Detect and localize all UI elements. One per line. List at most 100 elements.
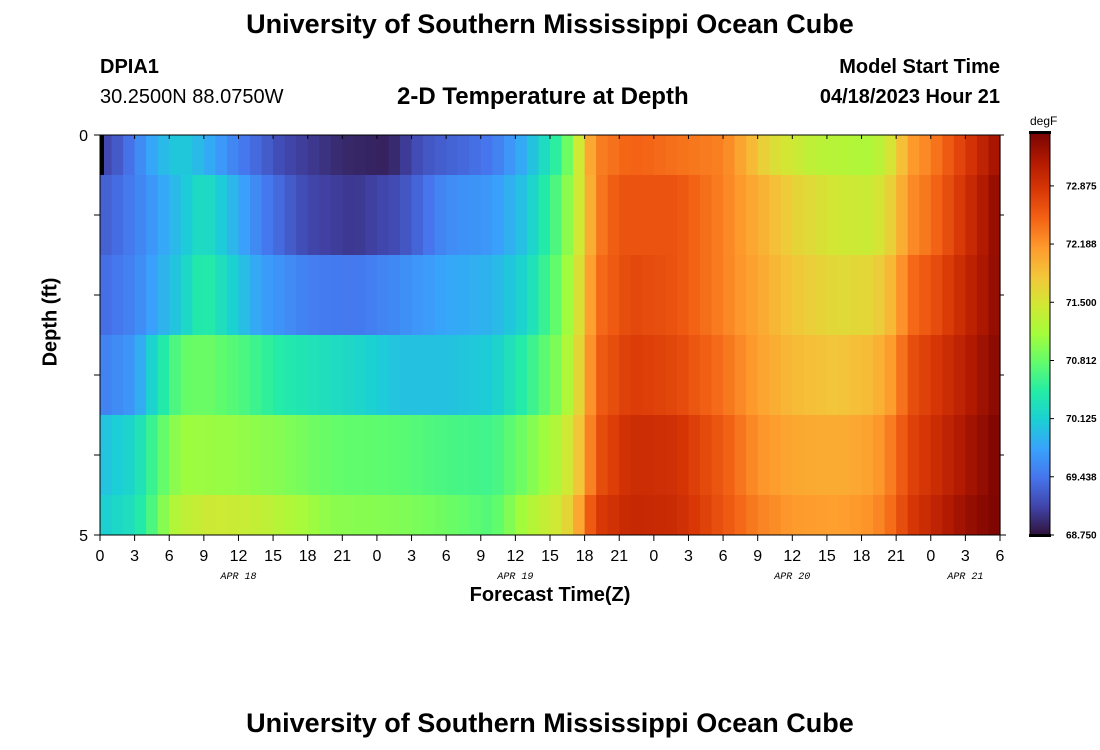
heatmap-cell: [342, 135, 355, 175]
x-date-label: APR 20: [773, 572, 810, 583]
heatmap-cell: [123, 135, 136, 175]
heatmap-cell: [180, 255, 193, 335]
heatmap-cell: [503, 255, 516, 335]
heatmap-cell: [619, 415, 632, 495]
heatmap-cell: [342, 415, 355, 495]
heatmap-cell: [400, 135, 413, 175]
heatmap-cell: [792, 495, 805, 535]
heatmap-cell: [157, 175, 170, 255]
heatmap-cell: [411, 135, 424, 175]
heatmap-cell: [550, 255, 563, 335]
heatmap-cell: [873, 135, 886, 175]
heatmap-cell: [607, 495, 620, 535]
x-tick-label: 18: [576, 548, 594, 565]
heatmap-cell: [457, 335, 470, 415]
heatmap-cell: [238, 175, 251, 255]
heatmap-cell: [884, 335, 897, 415]
heatmap-cell: [596, 415, 609, 495]
heatmap-cell: [815, 135, 828, 175]
x-tick-label: 0: [372, 548, 381, 565]
heatmap-cell: [503, 495, 516, 535]
heatmap-cell: [965, 335, 978, 415]
heatmap-cell: [423, 495, 436, 535]
heatmap-cell: [561, 415, 574, 495]
heatmap-cell: [169, 415, 182, 495]
heatmap-cell: [942, 175, 955, 255]
heatmap-cell: [261, 415, 274, 495]
heatmap-cell: [561, 175, 574, 255]
heatmap-cell: [203, 135, 216, 175]
heatmap-cell: [792, 415, 805, 495]
heatmap-cell: [376, 135, 390, 175]
heatmap-cell: [238, 495, 251, 535]
heatmap-cell: [226, 335, 240, 415]
heatmap-cell: [884, 255, 897, 335]
heatmap-cell: [134, 135, 147, 175]
heatmap-cell: [861, 495, 874, 535]
heatmap-cell: [492, 335, 505, 415]
heatmap-cell: [919, 175, 932, 255]
heatmap-cell: [353, 415, 366, 495]
heatmap-cell: [388, 135, 401, 175]
heatmap-cell: [146, 335, 159, 415]
heatmap-cell: [526, 255, 540, 335]
x-tick-label: 6: [719, 548, 728, 565]
heatmap-cell: [780, 255, 793, 335]
colorbar-cap-top: [1029, 131, 1051, 134]
heatmap-cell: [261, 255, 274, 335]
heatmap-cell: [792, 175, 805, 255]
heatmap-cell: [238, 335, 251, 415]
heatmap-cell: [526, 495, 540, 535]
heatmap-cell: [711, 495, 724, 535]
colorbar-tick-label: 70.125: [1066, 414, 1097, 425]
heatmap-cell: [988, 335, 1001, 415]
heatmap-cell: [630, 255, 643, 335]
heatmap-cell: [515, 135, 528, 175]
heatmap-cell: [561, 255, 574, 335]
heatmap-cell: [780, 415, 793, 495]
heatmap-cell: [273, 335, 286, 415]
heatmap-cell: [434, 495, 447, 535]
heatmap-cell: [803, 415, 816, 495]
heatmap-cell: [976, 135, 990, 175]
heatmap-cell: [965, 255, 978, 335]
heatmap-cell: [746, 415, 759, 495]
heatmap-cell: [896, 255, 909, 335]
heatmap-cell: [873, 495, 886, 535]
heatmap-cell: [850, 135, 863, 175]
heatmap-cell: [480, 495, 493, 535]
heatmap-cell: [342, 335, 355, 415]
heatmap-cell: [446, 255, 459, 335]
heatmap-cell: [134, 255, 147, 335]
heatmap-cell: [446, 175, 459, 255]
heatmap-cell: [226, 135, 240, 175]
heatmap-cell: [907, 175, 920, 255]
heatmap-cell: [965, 495, 978, 535]
heatmap-cell: [884, 415, 897, 495]
heatmap-cell: [273, 495, 286, 535]
heatmap-cell: [423, 175, 436, 255]
heatmap-cell: [457, 175, 470, 255]
model-start-value: 04/18/2023 Hour 21: [819, 86, 1000, 108]
heatmap-cell: [226, 255, 240, 335]
heatmap-cell: [942, 415, 955, 495]
x-tick-label: 15: [541, 548, 559, 565]
heatmap-cell: [723, 335, 736, 415]
heatmap-cell: [353, 495, 366, 535]
heatmap-cell: [619, 335, 632, 415]
heatmap-cell: [492, 135, 505, 175]
heatmap-cell: [284, 255, 297, 335]
heatmap-cell: [307, 335, 320, 415]
heatmap-cell: [884, 135, 897, 175]
heatmap-cell: [423, 135, 436, 175]
heatmap-cell: [296, 175, 309, 255]
colorbar: 72.875 72.188 71.500 70.812 70.125 69.438 68.7…: [1029, 131, 1097, 542]
heatmap-cell: [619, 135, 632, 175]
heatmap-cell: [111, 255, 124, 335]
heatmap-cell: [907, 335, 920, 415]
heatmap-cell: [353, 175, 366, 255]
model-start-label: Model Start Time: [839, 56, 1000, 78]
x-tick-label: 3: [684, 548, 693, 565]
heatmap-cell: [688, 135, 701, 175]
heatmap-cell: [803, 135, 816, 175]
